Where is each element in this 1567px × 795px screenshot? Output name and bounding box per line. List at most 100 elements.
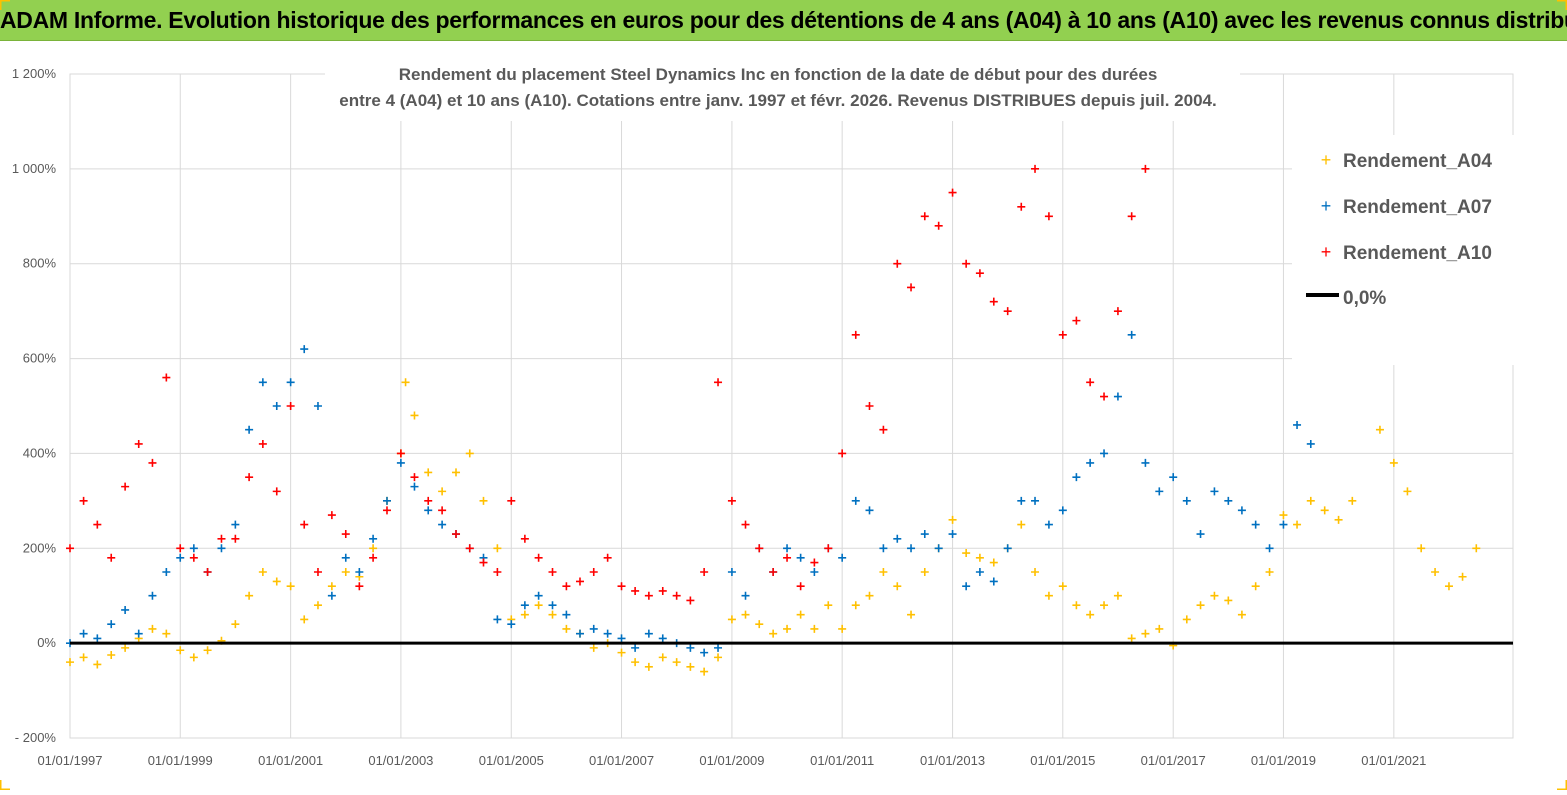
data-point (397, 449, 405, 457)
legend: + Rendement_A04 + Rendement_A07 + Rendem… (1292, 135, 1514, 365)
data-point (397, 459, 405, 467)
data-point (935, 544, 943, 552)
data-point (438, 521, 446, 529)
data-point (493, 544, 501, 552)
data-point (521, 535, 529, 543)
data-point (976, 269, 984, 277)
x-tick-label: 01/01/2019 (1251, 753, 1316, 768)
data-point (93, 634, 101, 642)
data-point (1224, 497, 1232, 505)
data-point (1128, 331, 1136, 339)
data-point (659, 587, 667, 595)
y-tick-label: 800% (23, 256, 57, 271)
data-point (590, 625, 598, 633)
data-point (300, 521, 308, 529)
data-point (631, 587, 639, 595)
y-tick-label: 1 000% (12, 161, 57, 176)
x-tick-label: 01/01/2011 (810, 753, 874, 768)
data-point (1210, 592, 1218, 600)
data-point (342, 554, 350, 562)
page-title: ADAM Informe. Evolution historique des p… (0, 0, 1567, 40)
data-point (549, 611, 557, 619)
data-point (1335, 516, 1343, 524)
data-point (1238, 506, 1246, 514)
data-point (852, 331, 860, 339)
data-point (604, 554, 612, 562)
data-point (990, 577, 998, 585)
data-point (631, 658, 639, 666)
data-point (921, 530, 929, 538)
data-point (852, 497, 860, 505)
data-point (1072, 317, 1080, 325)
data-point (824, 601, 832, 609)
data-point (121, 483, 129, 491)
data-point (783, 554, 791, 562)
data-point (1031, 497, 1039, 505)
data-point (962, 582, 970, 590)
data-point (217, 535, 225, 543)
data-point (590, 644, 598, 652)
data-point (493, 615, 501, 623)
data-point (935, 222, 943, 230)
data-point (838, 625, 846, 633)
data-point (1321, 506, 1329, 514)
data-point (1114, 393, 1122, 401)
data-point (121, 644, 129, 652)
data-point (424, 468, 432, 476)
chart-title-line1: Rendement du placement Steel Dynamics In… (399, 65, 1158, 84)
data-point (879, 544, 887, 552)
x-tick-label: 01/01/2013 (920, 753, 985, 768)
data-point (1100, 449, 1108, 457)
data-point (742, 592, 750, 600)
data-point (562, 611, 570, 619)
legend-label-a07: Rendement_A07 (1343, 197, 1492, 218)
data-point (1266, 568, 1274, 576)
data-point (631, 644, 639, 652)
data-point (1417, 544, 1425, 552)
chart-area: - 200%0%200%400%600%800%1 000%1 200% 01/… (0, 41, 1567, 790)
legend-marker-a04-icon: + (1321, 150, 1332, 170)
data-point (93, 660, 101, 668)
data-point (728, 615, 736, 623)
data-point (1059, 582, 1067, 590)
data-point (217, 544, 225, 552)
data-point (80, 497, 88, 505)
data-point (810, 568, 818, 576)
data-point (466, 544, 474, 552)
data-point (1293, 421, 1301, 429)
data-point (1183, 615, 1191, 623)
x-tick-label: 01/01/1997 (37, 753, 102, 768)
data-point (1472, 544, 1480, 552)
data-point (1252, 582, 1260, 590)
data-point (231, 521, 239, 529)
data-point (949, 516, 957, 524)
data-point (521, 611, 529, 619)
data-point (810, 625, 818, 633)
data-point (742, 521, 750, 529)
y-tick-label: 1 200% (12, 66, 57, 81)
data-point (107, 554, 115, 562)
data-point (535, 601, 543, 609)
data-point (1155, 625, 1163, 633)
data-point (176, 554, 184, 562)
data-point (66, 658, 74, 666)
data-point (1086, 459, 1094, 467)
data-point (190, 554, 198, 562)
y-axis: - 200%0%200%400%600%800%1 000%1 200% (12, 66, 57, 745)
data-point (355, 568, 363, 576)
data-point (824, 544, 832, 552)
data-point (921, 212, 929, 220)
data-point (452, 468, 460, 476)
data-point (1059, 506, 1067, 514)
data-point (893, 582, 901, 590)
data-point (121, 606, 129, 614)
data-point (645, 592, 653, 600)
x-tick-label: 01/01/2005 (479, 753, 544, 768)
data-point (162, 630, 170, 638)
data-point (907, 283, 915, 291)
data-point (1086, 378, 1094, 386)
data-point (410, 483, 418, 491)
data-point (797, 554, 805, 562)
data-point (769, 630, 777, 638)
data-point (549, 601, 557, 609)
